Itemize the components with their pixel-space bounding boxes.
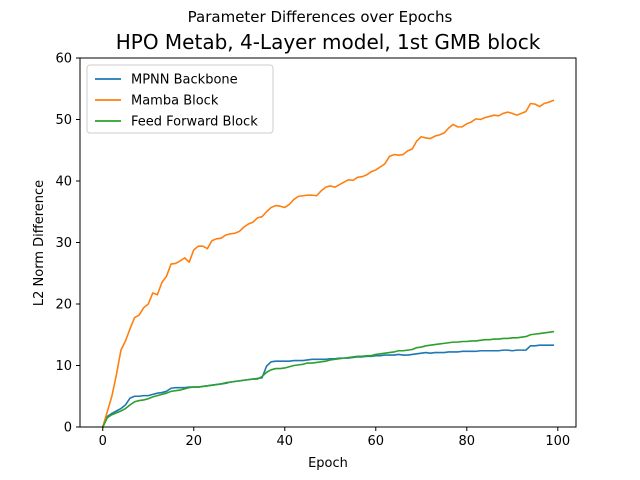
y-tick-label: 10 (55, 359, 72, 374)
legend-label-mpnn-backbone: MPNN Backbone (131, 73, 238, 88)
x-tick-label: 40 (276, 434, 293, 449)
plot-area: 0 20 40 60 80 100 0 10 20 30 40 50 60 MPNN Backbone Ma… (55, 52, 577, 449)
x-axis-label: Epoch (308, 456, 348, 471)
y-tick-label: 60 (55, 52, 72, 67)
series-line-mamba-block (101, 99, 555, 428)
series-line-feed-forward-block (101, 330, 555, 429)
x-tick-label: 80 (459, 434, 476, 449)
x-tick-label: 100 (545, 434, 570, 449)
x-tick-label: 20 (185, 434, 202, 449)
y-tick-label: 30 (55, 236, 72, 251)
chart-title: HPO Metab, 4-Layer model, 1st GMB block (116, 30, 541, 54)
legend-label-mamba-block: Mamba Block (131, 94, 219, 109)
y-axis-label: L2 Norm Difference (32, 180, 47, 306)
legend-label-feed-forward-block: Feed Forward Block (131, 115, 258, 130)
legend-box (86, 64, 274, 134)
chart-suptitle: Parameter Differences over Epochs (188, 8, 453, 26)
x-tick-label: 60 (368, 434, 385, 449)
y-tick-label: 0 (64, 421, 72, 436)
y-tick-label: 20 (55, 298, 72, 313)
x-tick-label: 0 (99, 434, 107, 449)
y-tick-label: 50 (55, 113, 72, 128)
y-tick-label: 40 (55, 175, 72, 190)
legend: MPNN Backbone Mamba Block Feed Forward Blo… (86, 64, 274, 134)
series-line-mpnn-backbone (101, 344, 555, 429)
